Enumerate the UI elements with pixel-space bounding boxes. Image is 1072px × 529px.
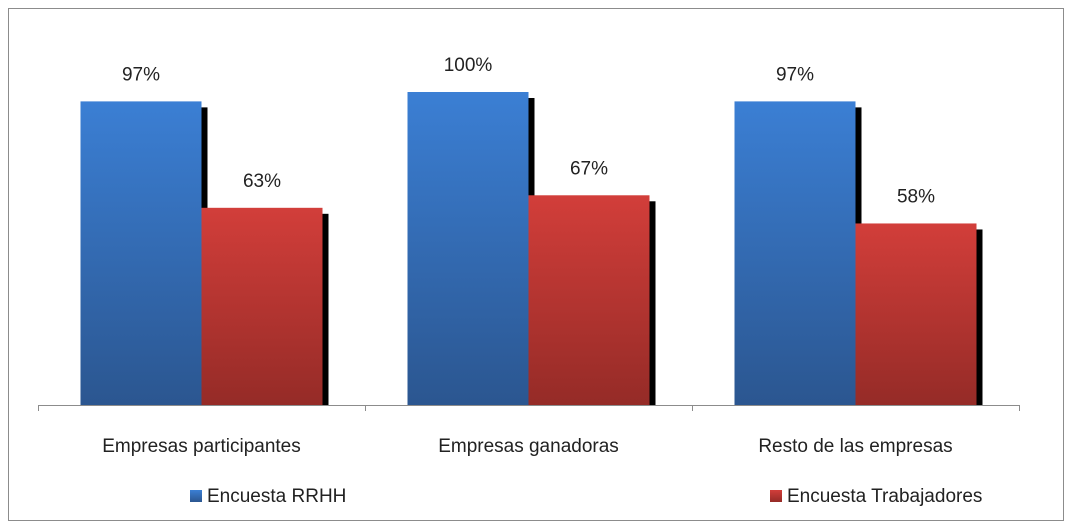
data-label: 67% — [570, 158, 608, 179]
legend-swatch — [770, 490, 782, 502]
x-tick-label: Resto de las empresas — [758, 436, 952, 457]
bar — [201, 207, 323, 405]
bar — [80, 101, 202, 405]
data-label: 97% — [122, 64, 160, 85]
data-label: 58% — [897, 186, 935, 207]
bar — [407, 92, 529, 405]
x-tick-label: Empresas ganadoras — [438, 436, 619, 457]
data-label: 100% — [444, 55, 493, 76]
legend-label: Encuesta Trabajadores — [787, 486, 982, 507]
bar — [855, 223, 977, 405]
data-label: 97% — [776, 64, 814, 85]
data-label: 63% — [243, 171, 281, 192]
bar — [734, 101, 856, 405]
legend-swatch — [190, 490, 202, 502]
legend-label: Encuesta RRHH — [207, 486, 346, 507]
bar — [528, 195, 650, 405]
x-tick-label: Empresas participantes — [102, 436, 301, 457]
